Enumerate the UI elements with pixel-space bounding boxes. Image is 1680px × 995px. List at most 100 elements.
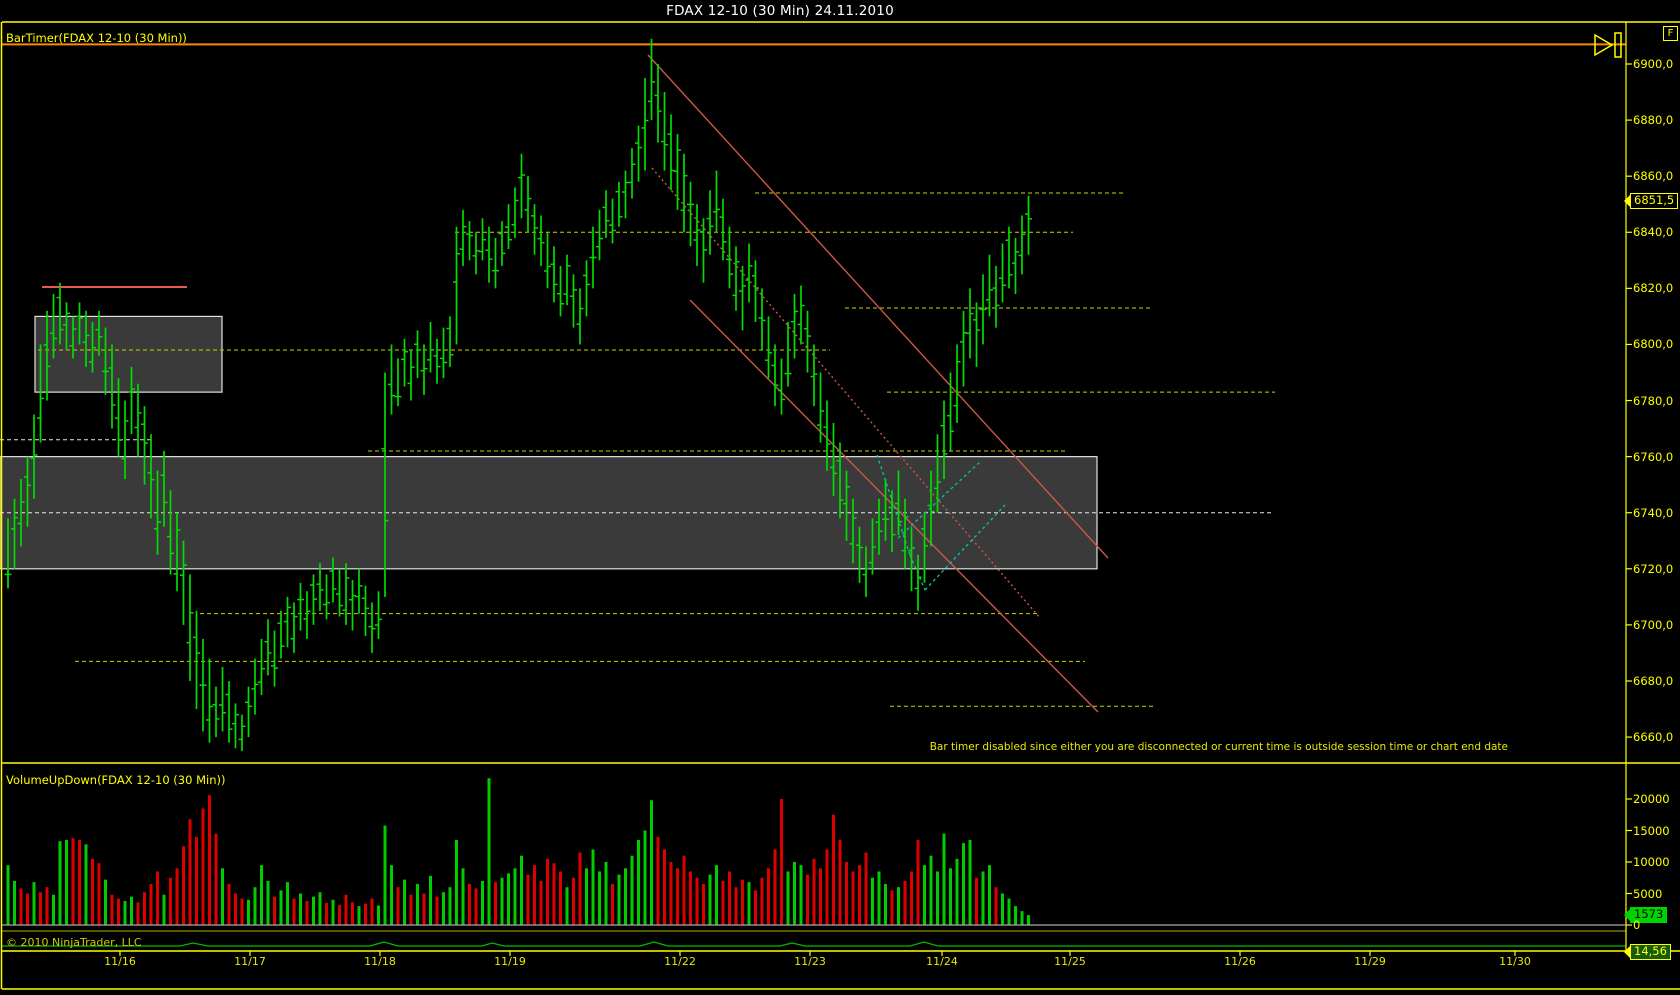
volume-bar [650,800,653,925]
salmon-trendline [647,54,1109,559]
volume-bar [533,865,536,925]
time-axis-label: 11/23 [794,955,826,968]
volume-bar [234,893,237,925]
volume-bar [26,893,29,925]
volume-bar [364,903,367,925]
volume-bar [799,865,803,925]
volume-bar [871,877,874,925]
volume-bar [897,887,900,925]
volume-bar [715,865,718,925]
volume-bar [604,862,608,925]
volume-bar [468,884,471,925]
volume-bar [260,865,263,925]
volume-bar [656,836,660,925]
volume-bar [221,868,224,925]
volume-bar [1014,906,1017,925]
volume-bar [188,819,192,925]
volume-bar [91,858,94,925]
volume-bar [838,839,842,925]
volume-bar [845,862,848,925]
volume-bar [292,898,296,925]
volume-bar [728,871,731,925]
volume-bar [507,873,510,925]
volume-bar [227,884,231,925]
volume-bar [559,871,562,925]
volume-bar [117,898,120,925]
volume-bar [611,884,614,925]
volume-bar [416,884,419,925]
volume-bar [383,825,387,925]
volume-bar [195,836,198,925]
volume-indicator-label: VolumeUpDown(FDAX 12-10 (30 Min)) [6,773,226,787]
volume-bar [442,892,445,925]
price-axis-label: 6700,0 [1633,617,1674,632]
volume-bar [539,880,543,925]
volume-bar [1001,893,1004,925]
volume-bar [162,894,166,925]
volume-bar [812,858,816,925]
volume-bar [910,871,913,925]
copyright-text: © 2010 NinjaTrader, LLC [6,936,142,949]
volume-bar [390,865,393,925]
volume-bar [6,865,10,925]
volume-bar [793,862,796,925]
volume-bar [409,894,413,925]
volume-bar [461,868,465,925]
volume-bar [630,855,634,925]
volume-bar [994,887,998,925]
volume-bar [299,893,302,925]
volume-bar [676,868,679,925]
volume-bar [396,887,400,925]
play-pause-icon[interactable] [1592,32,1632,62]
price-axis-label: 6860,0 [1633,169,1674,184]
volume-bar [890,890,894,925]
volume-bar [422,893,426,925]
volume-bar [858,865,861,925]
volume-bar [585,868,588,925]
price-axis-label: 6820,0 [1633,281,1674,296]
volume-bar [110,894,114,925]
volume-bar [884,884,887,925]
volume-bar [708,874,712,925]
price-axis-label: 6840,0 [1633,225,1674,240]
range-box [34,315,223,393]
volume-bar [923,865,926,925]
volume-bar [351,902,354,925]
last-price-badge: 6851,5 [1623,193,1679,209]
volume-bar [156,871,159,925]
time-axis-label: 11/29 [1354,955,1386,968]
volume-bar [832,814,835,925]
time-axis-label: 11/25 [1054,955,1086,968]
volume-bar [851,871,855,925]
volume-bar [487,778,491,925]
volume-bar [773,849,777,925]
volume-bar [546,858,549,925]
volume-bar [617,874,621,925]
volume-bar [864,852,868,925]
time-axis-label: 11/17 [234,955,266,968]
time-axis-label: 11/24 [926,955,958,968]
volume-bar [52,894,55,925]
time-axis-label: 11/18 [364,955,396,968]
volume-bar [968,839,972,925]
volume-bar [702,884,705,925]
volume-bar [643,830,647,925]
volume-bar [825,849,829,925]
volume-bar [760,877,764,925]
volume-bar [266,880,270,925]
volume-bar [149,884,153,925]
volume-bar [624,868,627,925]
volume-bar [591,849,595,925]
volume-axis-label: 10000 [1633,855,1670,869]
volume-bar [494,882,497,925]
volume-bar [403,879,406,925]
volume-bar [214,833,218,925]
volume-bar [201,808,205,925]
volume-bar [39,892,42,925]
volume-bar [741,879,744,925]
volume-bar [13,880,16,925]
volume-bar [104,879,107,925]
volume-axis-label: 0 [1633,918,1641,932]
volume-bar [754,890,757,925]
